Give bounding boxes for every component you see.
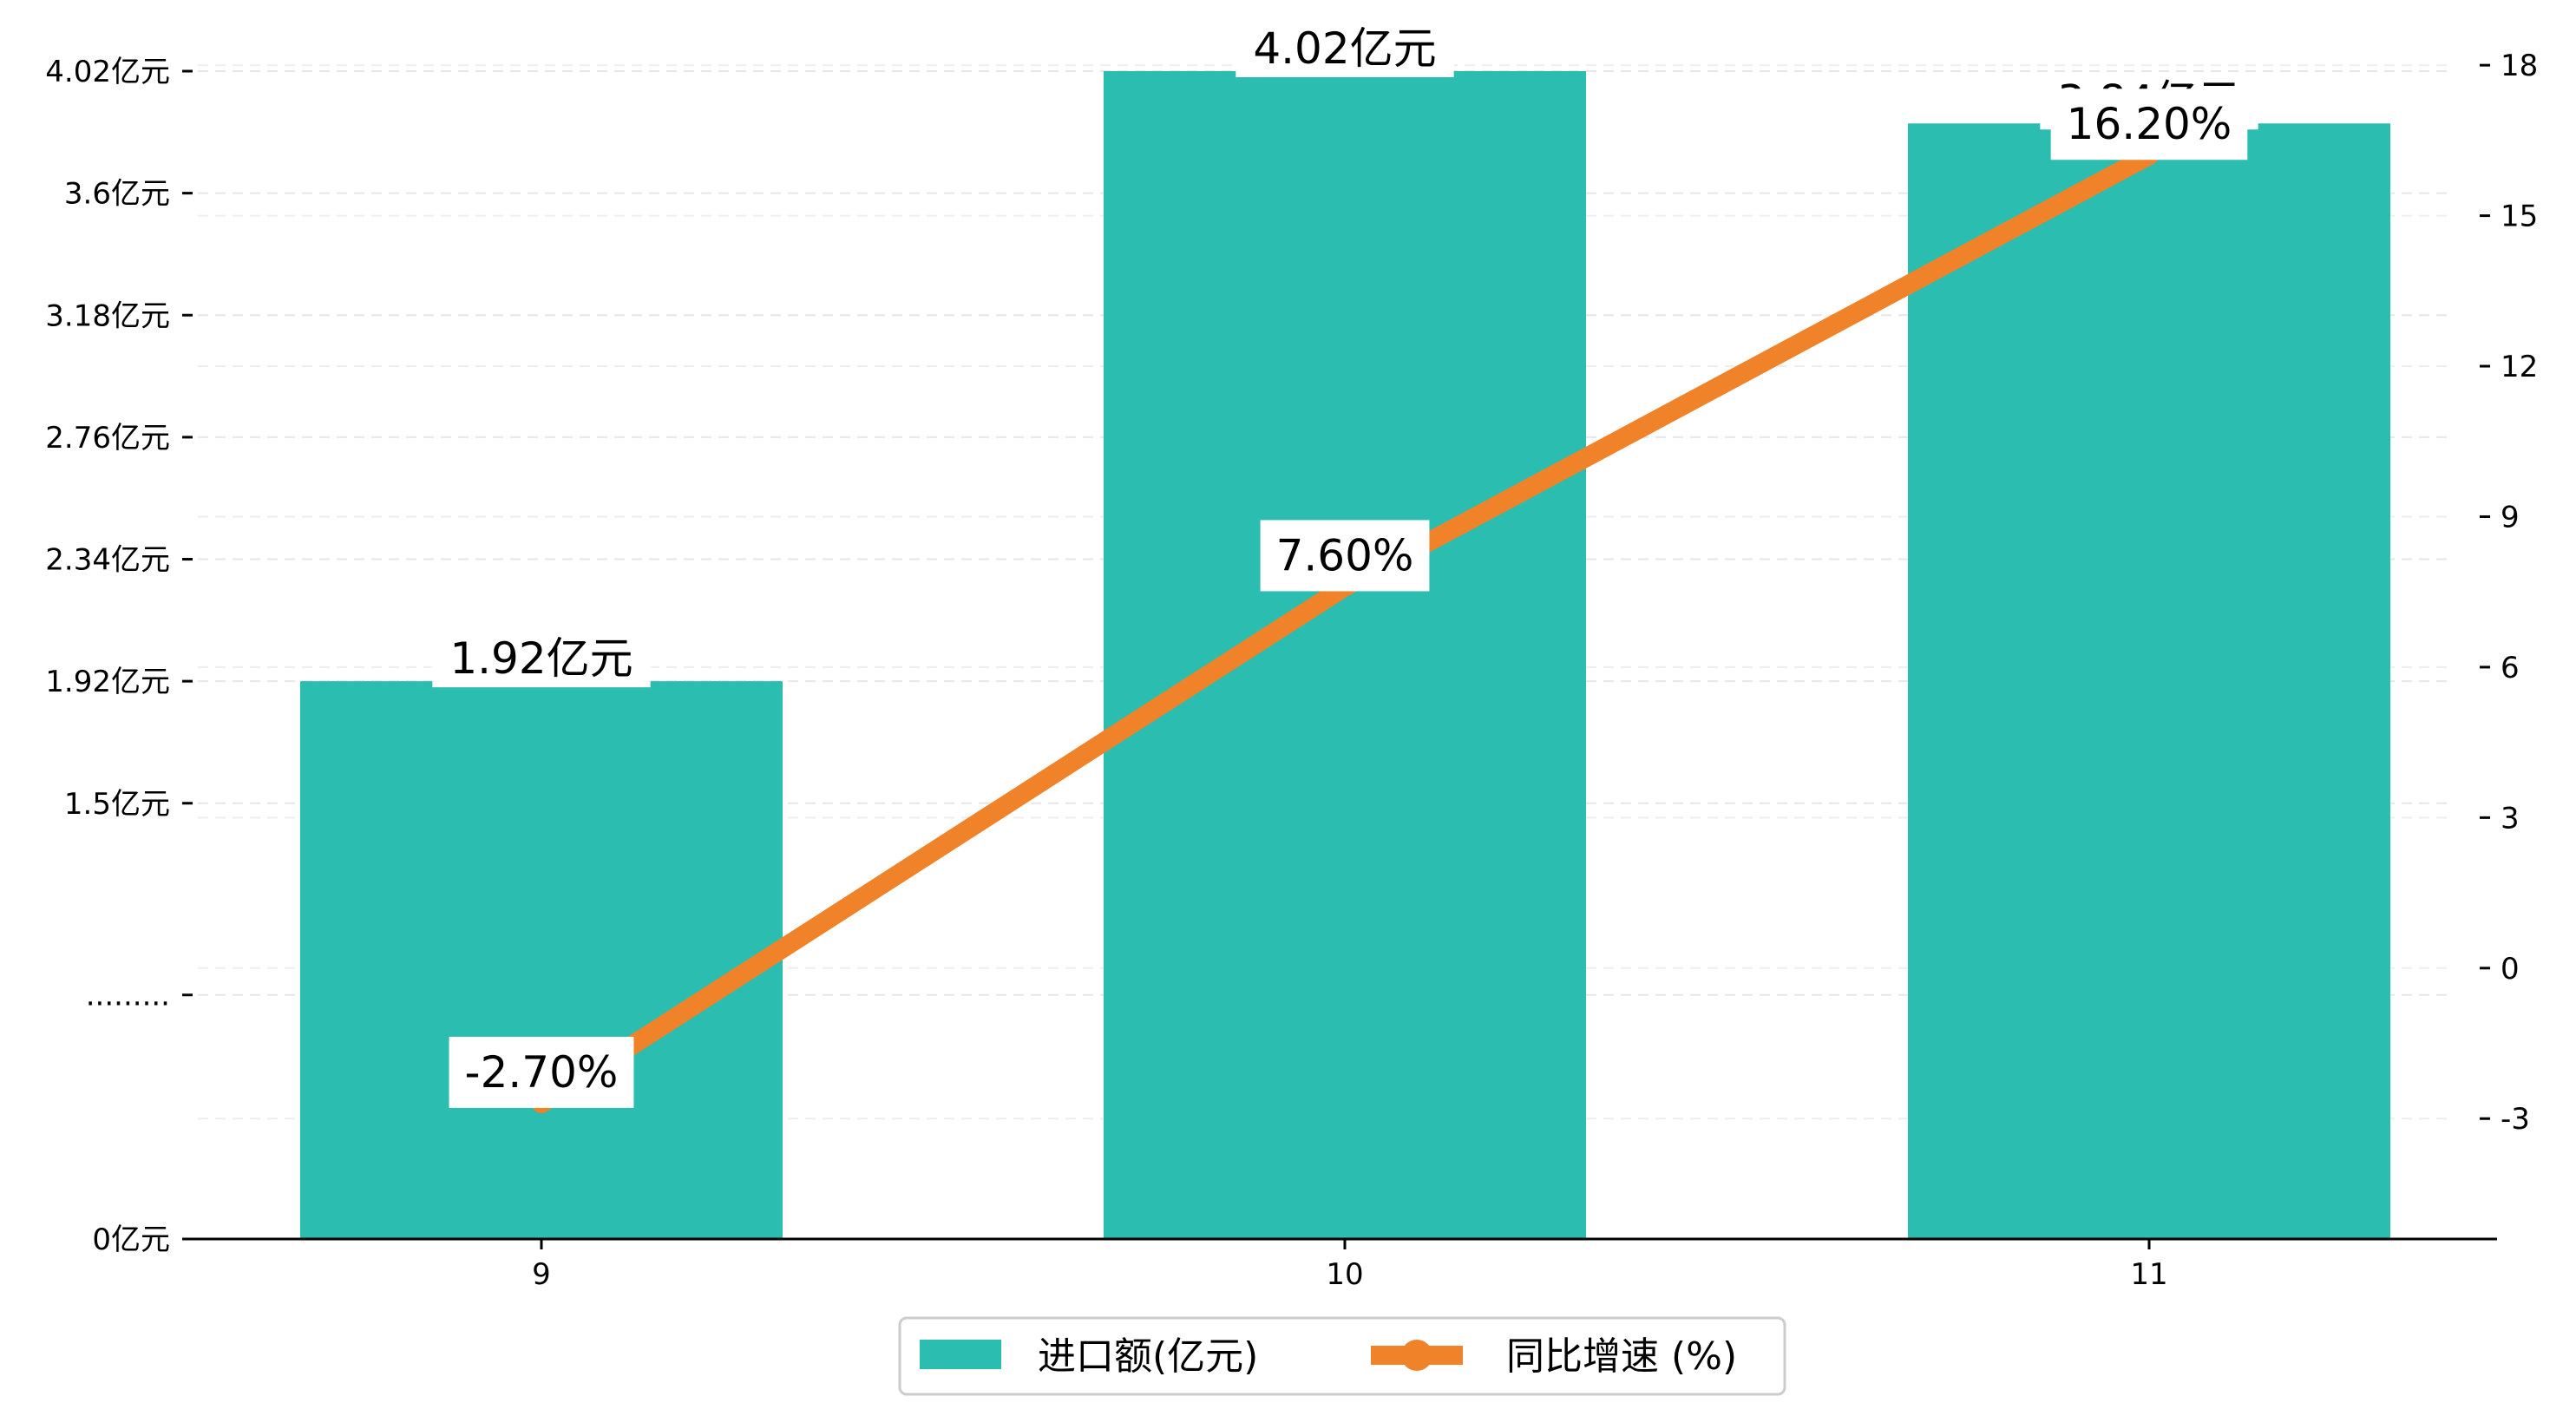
bar-label-9-text: 1.92亿元 (449, 633, 633, 684)
growth-label-9-box (449, 1036, 634, 1108)
bar-11 (1908, 123, 2390, 1239)
bar-label-10-box (1236, 20, 1454, 77)
bar-9 (300, 681, 783, 1239)
growth-label-10-text: 7.60% (1276, 530, 1414, 580)
y-right-tick-label-1: 0 (2501, 952, 2520, 987)
growth-label-11-box (2050, 88, 2248, 161)
bars (300, 71, 2390, 1239)
growth-label-11: 16.20% (2050, 88, 2248, 161)
bar-label-9: 1.92亿元 (432, 630, 651, 688)
growth-label-9: -2.70% (449, 1036, 634, 1108)
growth-label-11-text: 16.20% (2067, 99, 2232, 149)
y-right-tick-label-2: 3 (2501, 801, 2520, 836)
y-left-tick-label-7: 3.6亿元 (64, 177, 170, 212)
x-tick-label-11: 11 (2130, 1257, 2167, 1292)
y-left-tick-label-1: ......... (86, 979, 170, 1013)
y-left-tick-label-2: 1.5亿元 (64, 787, 170, 822)
bar-label-9-box (432, 630, 651, 688)
y-right-tick-label-0: -3 (2501, 1102, 2530, 1137)
y-left-tick-label-8: 4.02亿元 (45, 55, 170, 89)
y-right-tick-label-5: 12 (2501, 350, 2538, 384)
growth-label-10: 7.60% (1260, 520, 1430, 592)
bar-10 (1104, 71, 1586, 1239)
y-left-tick-label-0: 0亿元 (92, 1223, 170, 1257)
y-left-tick-label-5: 2.76亿元 (45, 421, 170, 456)
y-left-tick-label-6: 3.18亿元 (45, 298, 170, 333)
legend-swatch-marker (1401, 1340, 1432, 1371)
legend-label-line: 同比增速 (%) (1506, 1334, 1737, 1379)
growth-label-10-box (1260, 520, 1430, 592)
x-tick-label-9: 9 (532, 1257, 551, 1292)
legend: 进口额(亿元) 同比增速 (%) (898, 1316, 1786, 1396)
axes: 0亿元......... 1.5亿元 1.92亿元 2.34亿元 2.76亿元 3.18亿… (45, 49, 2538, 1292)
y-left-tick-label-4: 2.34亿元 (45, 543, 170, 578)
legend-box (898, 1316, 1786, 1396)
x-tick-label-10: 10 (1326, 1257, 1363, 1292)
growth-label-9-text: -2.70% (465, 1047, 619, 1098)
y-left-tick-label-3: 1.92亿元 (45, 665, 170, 699)
y-right-tick-label-6: 15 (2501, 200, 2538, 234)
y-right-tick-label-7: 18 (2501, 49, 2538, 83)
y-right-tick-label-3: 6 (2501, 651, 2520, 685)
legend-swatch-bar (920, 1340, 1001, 1369)
legend-label-bar: 进口额(亿元) (1038, 1334, 1258, 1379)
bar-label-10: 4.02亿元 (1236, 20, 1454, 77)
y-right-tick-label-4: 9 (2501, 500, 2520, 534)
bar-label-10-text: 4.02亿元 (1253, 23, 1436, 74)
